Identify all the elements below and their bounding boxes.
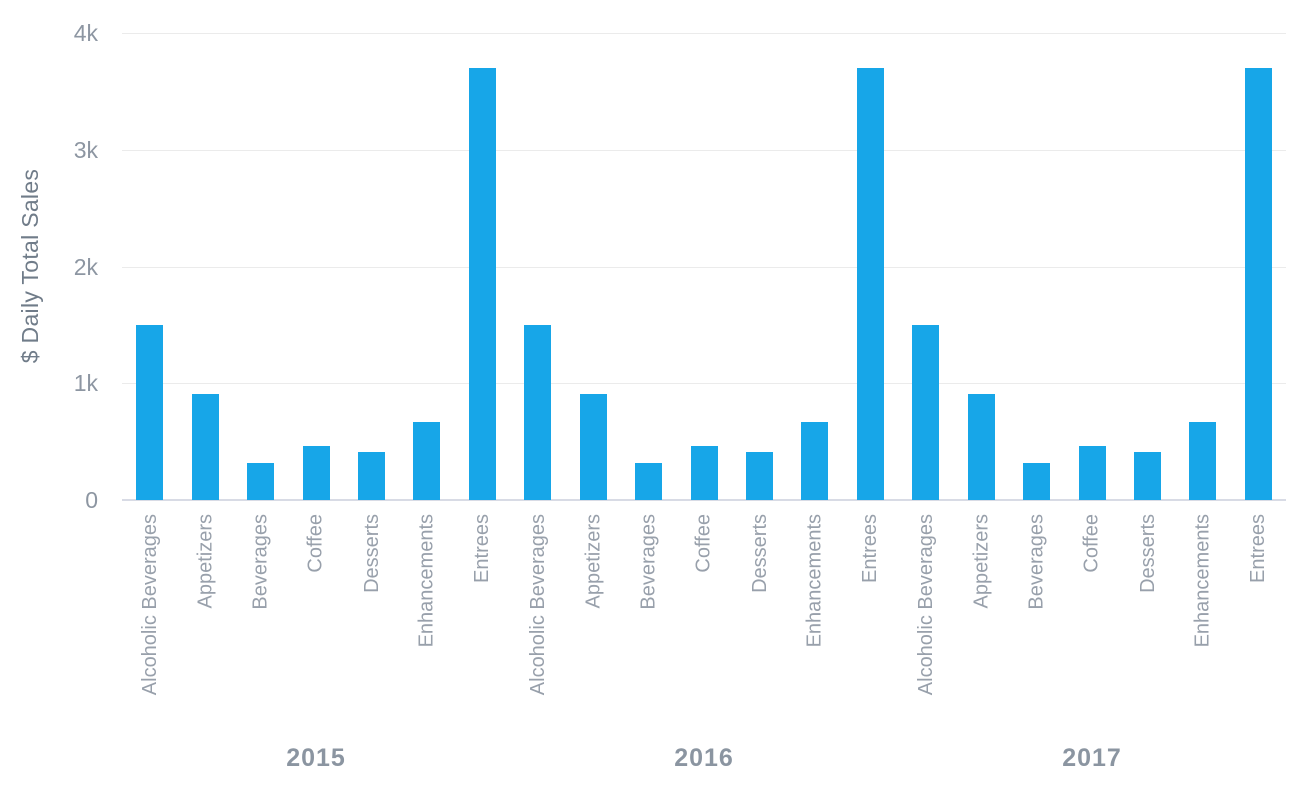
x-category-label: Coffee xyxy=(1081,514,1103,573)
x-category-label: Alcoholic Beverages xyxy=(914,514,937,696)
y-tick-label-0: 0 xyxy=(85,487,98,513)
bar-desserts-2015[interactable] xyxy=(357,452,385,500)
gridline-3k xyxy=(122,149,1286,151)
gridline-2k xyxy=(122,266,1286,268)
y-tick-label-3k: 3k xyxy=(73,136,98,163)
bar-alcoholic-beverages-2016[interactable] xyxy=(524,324,552,500)
bar-enhancements-2017[interactable] xyxy=(1189,421,1217,500)
y-tick-label-4k: 4k xyxy=(73,20,98,46)
bar-alcoholic-beverages-2015[interactable] xyxy=(136,324,164,500)
x-category-label: Appetizers xyxy=(194,514,217,609)
plot-area xyxy=(122,33,1286,501)
x-category-label: Entrees xyxy=(1247,514,1270,583)
x-category-label: Appetizers xyxy=(970,514,993,609)
x-category-label: Beverages xyxy=(637,514,660,610)
bar-appetizers-2016[interactable] xyxy=(579,393,607,500)
x-category-label: Enhancements xyxy=(1191,514,1214,648)
x-category-label: Entrees xyxy=(471,514,494,583)
x-category-label: Alcoholic Beverages xyxy=(526,514,549,696)
bar-entrees-2017[interactable] xyxy=(1244,68,1272,500)
bar-enhancements-2016[interactable] xyxy=(801,421,829,500)
bar-entrees-2016[interactable] xyxy=(856,68,884,500)
bar-alcoholic-beverages-2017[interactable] xyxy=(912,324,940,500)
gridline-4k xyxy=(122,33,1286,34)
x-category-label: Desserts xyxy=(1136,514,1159,593)
bar-desserts-2017[interactable] xyxy=(1133,452,1161,500)
y-tick-label-1k: 1k xyxy=(73,370,98,397)
x-category-label: Beverages xyxy=(249,514,272,610)
x-category-label: Beverages xyxy=(1025,514,1048,610)
bar-beverages-2017[interactable] xyxy=(1023,462,1051,500)
bar-beverages-2015[interactable] xyxy=(247,462,275,500)
gridline-1k xyxy=(122,383,1286,385)
bar-coffee-2015[interactable] xyxy=(302,445,330,500)
y-tick-label-2k: 2k xyxy=(73,253,98,280)
bar-desserts-2016[interactable] xyxy=(745,452,773,500)
x-category-label: Enhancements xyxy=(803,514,826,648)
year-group-label-2017: 2017 xyxy=(1062,744,1122,772)
x-category-label: Coffee xyxy=(305,514,327,573)
x-category-label: Enhancements xyxy=(415,514,438,648)
bar-coffee-2017[interactable] xyxy=(1078,445,1106,500)
x-category-label: Appetizers xyxy=(582,514,605,609)
bar-entrees-2015[interactable] xyxy=(468,68,496,500)
x-category-label: Desserts xyxy=(748,514,771,593)
year-group-label-2016: 2016 xyxy=(674,744,734,772)
x-axis-baseline xyxy=(122,499,1286,501)
x-category-label: Coffee xyxy=(693,514,715,573)
x-category-label: Alcoholic Beverages xyxy=(138,514,161,696)
bar-appetizers-2017[interactable] xyxy=(967,393,995,500)
year-group-label-2015: 2015 xyxy=(286,744,346,772)
bar-beverages-2016[interactable] xyxy=(635,462,663,500)
x-category-label: Entrees xyxy=(859,514,882,583)
bar-enhancements-2015[interactable] xyxy=(413,421,441,500)
bar-appetizers-2015[interactable] xyxy=(191,393,219,500)
x-category-label: Desserts xyxy=(360,514,383,593)
bar-coffee-2016[interactable] xyxy=(690,445,718,500)
